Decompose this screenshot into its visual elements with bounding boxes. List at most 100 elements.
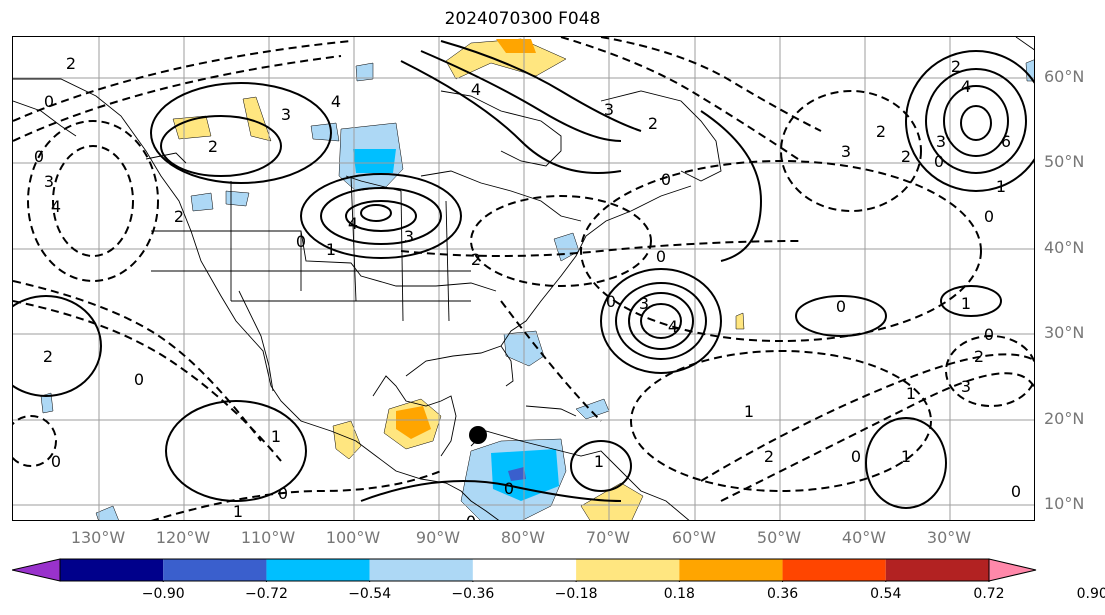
colorbar-segment [369,559,473,581]
contour-label: 0 [984,207,994,226]
contour-label: 0 [51,452,61,471]
lon-label-80w: 80°W [500,528,546,547]
lat-label-10n: 10°N [1044,494,1085,513]
contour-label: 1 [901,447,911,466]
blue-anomaly-great-lakes [353,149,396,173]
lat-label-40n: 40°N [1044,238,1085,257]
colorbar [12,558,1037,582]
contour-label: 0 [606,292,616,311]
graticule [13,37,1034,520]
contour-label: 0 [934,152,944,171]
lon-label-30w: 30°W [926,528,972,547]
yellow-anomaly-hudson [445,38,567,80]
contour-label: 0 [296,232,306,251]
contour-label: 2 [764,447,774,466]
colorbar-under-triangle [12,558,61,582]
lon-label-130w: 130°W [70,528,126,547]
yellow-anomaly-pacnw [172,115,212,140]
contour-label: 1 [961,294,971,313]
lon-label-110w: 110°W [240,528,296,547]
contour-label: 2 [43,347,53,366]
colorbar-over-triangle [988,558,1037,582]
cyan-anomaly-alberta [310,122,340,142]
contour-label: 2 [174,207,184,226]
contour-label: 0 [851,447,861,466]
contour-label: 3 [281,105,291,124]
lon-label-70w: 70°W [585,528,631,547]
contour-label: 4 [51,197,61,216]
contour-label: 3 [936,132,946,151]
lat-label-30n: 30°N [1044,323,1085,342]
contour-label: 0 [656,247,666,266]
contour-label: 2 [901,147,911,166]
colorbar-tick-label: 0.90 [1076,586,1105,602]
storm-position-marker [469,426,487,444]
colorbar-tick-label: −0.54 [348,586,392,602]
contour-label: 2 [471,250,481,269]
yellow-anomaly-pacific-coast [332,420,362,460]
contour-label: 6 [1001,132,1011,151]
colorbar-outline [59,558,990,582]
contour-label: 4 [348,214,358,233]
lon-label-40w: 40°W [841,528,887,547]
contour-label: 0 [278,484,288,503]
yellow-anomaly-west [242,96,272,142]
contour-label: 3 [841,142,851,161]
orange-anomaly-hudson [496,39,536,53]
contour-label: 0 [34,147,44,166]
colorbar-segment [266,559,370,581]
colorbar-segment [60,559,164,581]
lon-label-60w: 60°W [671,528,717,547]
contour-label: 4 [331,92,341,111]
colorbar-tick-label: 0.54 [870,586,902,602]
contour-label: 3 [604,100,614,119]
contour-label: 2 [66,54,76,73]
contour-label: 4 [668,317,678,336]
red-anomaly-mexico [396,406,431,439]
colorbar-segment [576,559,680,581]
colorbar-tick-label: 0.72 [973,586,1005,602]
lat-label-60n: 60°N [1044,67,1085,86]
colorbar-segment [472,559,577,581]
contour-label: 4 [961,77,971,96]
contour-label: 4 [471,80,481,99]
colorbar-tick-label: −0.90 [141,586,185,602]
colorbar-segment [679,559,783,581]
contour-label: 2 [648,114,658,133]
contour-label: 1 [271,427,281,446]
contour-label: 2 [974,347,984,366]
contour-label: 3 [639,294,649,313]
colorbar-segment [782,559,886,581]
cyan-anomaly-bc [190,192,214,212]
cyan-anomaly-pacific [95,505,119,520]
lon-label-50w: 50°W [756,528,802,547]
cyan-anomaly-greenland [1025,59,1034,82]
contour-label: 0 [504,479,514,498]
colorbar-tick-label: −0.18 [554,586,598,602]
contour-label: 1 [906,384,916,403]
contour-label: 2 [208,137,218,156]
contour-label: 0 [466,512,476,521]
contour-label: 0 [1011,482,1021,501]
contour-label: 3 [44,172,54,191]
lon-label-100w: 100°W [325,528,381,547]
cyan-anomaly-montana [225,190,250,207]
contour-lines [13,40,1034,509]
contour-label: 0 [44,92,54,111]
colorbar-segment [163,559,267,581]
coastlines [13,37,1034,520]
colorbar-tick-label: −0.36 [451,586,495,602]
lat-label-20n: 20°N [1044,409,1085,428]
contour-label: 0 [661,170,671,189]
contour-label: 2 [876,122,886,141]
contour-label: 0 [134,370,144,389]
chart-title: 2024070300 F048 [444,9,601,29]
lon-label-90w: 90°W [415,528,461,547]
contour-label: 3 [961,377,971,396]
cyan-anomaly-pacific2 [40,392,54,414]
dashed-contour-lines [13,37,1034,520]
lon-label-120w: 120°W [155,528,211,547]
